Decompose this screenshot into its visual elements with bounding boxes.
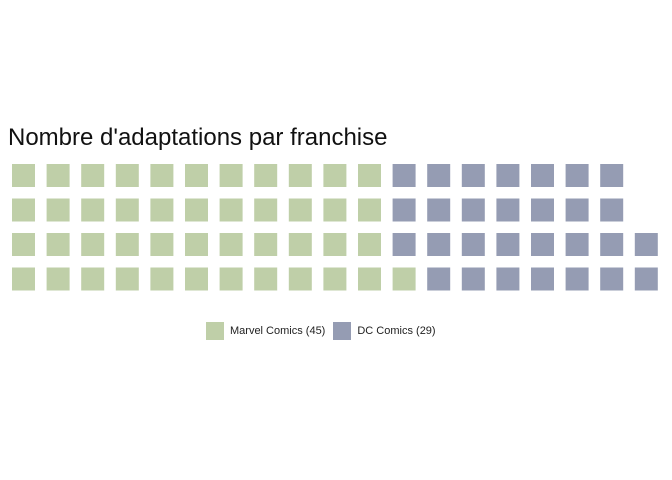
waffle-square-marvel — [115, 267, 139, 291]
waffle-square-dc — [600, 267, 624, 291]
waffle-square-marvel — [219, 164, 243, 187]
waffle-square-marvel — [115, 233, 139, 256]
waffle-square-dc — [565, 198, 589, 222]
waffle-square-marvel — [81, 267, 105, 291]
waffle-square-marvel — [323, 164, 347, 187]
waffle-square-dc — [461, 233, 485, 256]
waffle-square-marvel — [185, 198, 208, 222]
waffle-square-dc — [634, 267, 658, 291]
waffle-square-marvel — [185, 233, 208, 256]
waffle-square-dc — [392, 198, 416, 222]
waffle-square-dc — [531, 198, 554, 222]
waffle-square-marvel — [288, 164, 312, 187]
waffle-square-marvel — [323, 198, 347, 222]
waffle-square-marvel — [288, 198, 312, 222]
waffle-square-marvel — [358, 233, 381, 256]
waffle-square-marvel — [288, 267, 312, 291]
waffle-square-dc — [634, 233, 658, 256]
legend-item-marvel: Marvel Comics (45) — [206, 322, 325, 340]
waffle-square-dc — [600, 164, 624, 187]
waffle-square-dc — [496, 198, 520, 222]
waffle-square-dc — [496, 164, 520, 187]
waffle-square-dc — [565, 164, 589, 187]
legend-swatch-dc — [333, 322, 352, 340]
waffle-square-marvel — [185, 164, 208, 187]
waffle-square-marvel — [12, 198, 35, 222]
waffle-square-dc — [496, 233, 520, 256]
waffle-square-dc — [392, 164, 416, 187]
waffle-square-marvel — [219, 198, 243, 222]
waffle-square-dc — [461, 198, 485, 222]
waffle-square-dc — [600, 198, 624, 222]
waffle-square-marvel — [323, 233, 347, 256]
waffle-square-marvel — [254, 233, 278, 256]
waffle-square-marvel — [81, 198, 105, 222]
waffle-square-marvel — [46, 198, 70, 222]
waffle-square-marvel — [323, 267, 347, 291]
waffle-square-dc — [392, 233, 416, 256]
waffle-square-marvel — [358, 198, 381, 222]
waffle-square-marvel — [150, 164, 174, 187]
waffle-square-dc — [427, 164, 451, 187]
waffle-square-dc — [461, 164, 485, 187]
legend-swatch-marvel — [206, 322, 224, 340]
waffle-square-marvel — [392, 267, 416, 291]
waffle-square-dc — [496, 267, 520, 291]
waffle-square-marvel — [150, 267, 174, 291]
waffle-square-dc — [427, 233, 451, 256]
waffle-square-dc — [427, 267, 451, 291]
waffle-square-marvel — [288, 233, 312, 256]
waffle-square-marvel — [150, 233, 174, 256]
waffle-square-marvel — [358, 267, 381, 291]
waffle-square-marvel — [12, 164, 35, 187]
waffle-square-dc — [565, 267, 589, 291]
waffle-square-marvel — [12, 233, 35, 256]
legend-item-dc: DC Comics (29) — [333, 322, 436, 340]
waffle-square-dc — [531, 233, 554, 256]
waffle-square-marvel — [150, 198, 174, 222]
waffle-square-marvel — [115, 164, 139, 187]
waffle-square-marvel — [254, 267, 278, 291]
waffle-square-marvel — [46, 164, 70, 187]
waffle-square-marvel — [46, 233, 70, 256]
waffle-square-marvel — [46, 267, 70, 291]
waffle-square-marvel — [115, 198, 139, 222]
legend: Marvel Comics (45) DC Comics (29) — [206, 322, 444, 340]
waffle-square-dc — [427, 198, 451, 222]
waffle-square-dc — [461, 267, 485, 291]
waffle-square-dc — [531, 164, 554, 187]
waffle-square-marvel — [81, 233, 105, 256]
waffle-square-marvel — [219, 267, 243, 291]
waffle-square-dc — [565, 233, 589, 256]
waffle-square-marvel — [81, 164, 105, 187]
waffle-square-marvel — [254, 198, 278, 222]
waffle-square-marvel — [185, 267, 208, 291]
chart-title: Nombre d'adaptations par franchise — [8, 124, 388, 151]
waffle-square-marvel — [254, 164, 278, 187]
waffle-square-marvel — [358, 164, 381, 187]
waffle-square-dc — [531, 267, 554, 291]
waffle-square-marvel — [12, 267, 35, 291]
waffle-square-dc — [600, 233, 624, 256]
waffle-square-marvel — [219, 233, 243, 256]
legend-label-marvel: Marvel Comics (45) — [230, 325, 326, 337]
legend-label-dc: DC Comics (29) — [357, 325, 436, 337]
